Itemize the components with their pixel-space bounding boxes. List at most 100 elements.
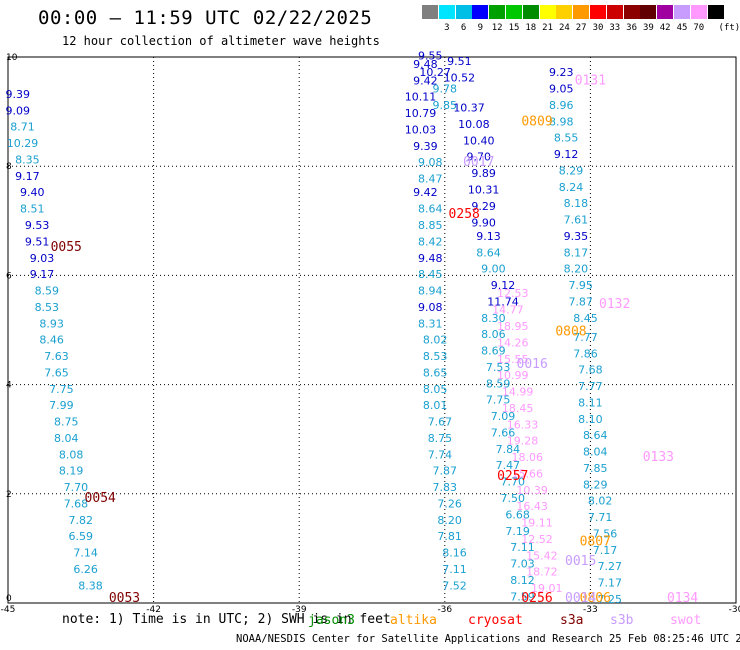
- wave-height-value: 9.08: [418, 156, 443, 169]
- pass-time-label: 0134: [667, 591, 698, 606]
- wave-height-value: 8.29: [583, 478, 608, 491]
- legend-swatch: [606, 5, 623, 19]
- pass-time-label: 0256: [521, 591, 552, 606]
- pass-time-label: 0054: [85, 491, 116, 506]
- wave-height-value: 7.09: [491, 410, 516, 423]
- wave-height-value: 7.65: [44, 366, 69, 379]
- wave-height-value: 7.74: [428, 448, 453, 461]
- wave-height-value: 8.06: [481, 328, 506, 341]
- wave-height-value: 7.53: [486, 361, 511, 374]
- pass-time-label: 0131: [575, 73, 606, 88]
- pass-time-label: 0257: [497, 469, 528, 484]
- satellite-jason3: jason3: [308, 613, 355, 628]
- wave-height-value: 8.17: [564, 246, 589, 259]
- wave-height-value: 8.45: [418, 268, 443, 281]
- wave-height-value: 8.11: [578, 396, 603, 409]
- wave-height-value: 7.77: [578, 380, 603, 393]
- pass-time-label: 0017: [463, 155, 494, 170]
- legend-value: 30: [592, 23, 604, 33]
- legend-swatch: [506, 5, 522, 19]
- wave-height-value: 7.47: [496, 459, 521, 472]
- pass-time-label: 0015: [565, 554, 596, 569]
- wave-height-value: 8.04: [583, 446, 608, 459]
- wave-height-value: 6.68: [505, 508, 530, 521]
- wave-height-value: 7.11: [442, 563, 467, 576]
- pass-time-label: 0133: [643, 450, 674, 465]
- swot-wave-value: 16.33: [507, 418, 539, 431]
- wave-height-value: 7.56: [593, 527, 618, 540]
- wave-height-value: 7.59: [510, 590, 535, 603]
- legend-value: 45: [676, 23, 688, 33]
- wave-height-value: 7.84: [496, 443, 521, 456]
- wave-height-value: 8.31: [418, 317, 443, 330]
- wave-height-value: 7.87: [433, 465, 458, 478]
- wave-height-value: 9.03: [30, 252, 55, 265]
- wave-height-value: 9.55: [418, 50, 443, 63]
- wave-height-value: 9.13: [476, 230, 501, 243]
- wave-height-value: 10.03: [405, 123, 437, 136]
- legend-value: 70: [693, 23, 705, 33]
- lat-tick-label: 10: [6, 53, 18, 63]
- wave-height-value: 8.47: [418, 173, 443, 186]
- wave-height-value: 7.68: [64, 497, 89, 510]
- swot-wave-value: 19.11: [521, 517, 553, 530]
- legend-value: 39: [642, 23, 654, 33]
- legend-swatch: [640, 5, 657, 19]
- wave-height-value: 7.63: [44, 350, 69, 363]
- wave-height-value: 8.71: [10, 121, 35, 134]
- swot-wave-value: 15.42: [526, 549, 558, 562]
- swot-wave-value: 14.99: [502, 386, 534, 399]
- satellite-s3a: s3a: [560, 613, 584, 628]
- wave-height-value: 9.39: [5, 88, 30, 101]
- wave-height-value: 8.64: [418, 203, 443, 216]
- wave-height-value: 8.20: [564, 263, 589, 276]
- wave-height-value: 9.42: [413, 186, 438, 199]
- lat-tick-label: 4: [6, 381, 12, 391]
- wave-height-value: 7.19: [505, 525, 530, 538]
- lat-tick-label: 6: [6, 271, 12, 281]
- wave-height-value: 8.75: [54, 416, 79, 429]
- wave-height-value: 8.02: [588, 495, 613, 508]
- wave-height-value: 7.86: [573, 347, 598, 360]
- swot-wave-value: 19.28: [507, 435, 539, 448]
- wave-height-value: 7.71: [588, 511, 613, 524]
- wave-height-value: 9.51: [447, 55, 472, 68]
- wave-height-value: 7.95: [568, 279, 593, 292]
- wave-height-value: 8.98: [549, 115, 574, 128]
- wave-height-value: 9.17: [30, 268, 55, 281]
- wave-height-value: 7.14: [73, 547, 98, 560]
- pass-time-label: 0014: [565, 591, 596, 606]
- wave-height-value: 9.12: [554, 148, 579, 161]
- wave-height-value: 9.29: [471, 200, 496, 213]
- wave-height-value: 9.78: [433, 82, 458, 95]
- legend-value: 15: [508, 23, 520, 33]
- wave-height-value: 8.12: [510, 574, 535, 587]
- wave-height-value: 9.35: [564, 230, 589, 243]
- wave-height-value: 9.17: [15, 170, 40, 183]
- page-subtitle: 12 hour collection of altimeter wave hei…: [62, 34, 380, 48]
- wave-height-value: 7.99: [49, 399, 74, 412]
- wave-height-value: 8.59: [486, 377, 511, 390]
- wave-height-value: 8.55: [554, 132, 579, 145]
- wave-height-value: 8.53: [423, 350, 448, 363]
- wave-height-value: 9.40: [20, 186, 45, 199]
- wave-height-value: 7.68: [578, 364, 603, 377]
- wave-height-value: 7.66: [491, 426, 516, 439]
- pass-time-label: 0258: [449, 207, 480, 222]
- satellite-altika: altika: [390, 613, 437, 628]
- legend-value: 36: [626, 23, 638, 33]
- wave-height-value: 8.16: [442, 547, 467, 560]
- wave-height-value: 8.24: [559, 181, 584, 194]
- wave-height-value: 7.25: [598, 593, 623, 606]
- swot-wave-value: 14.77: [492, 304, 524, 317]
- wave-height-value: 8.01: [423, 399, 448, 412]
- wave-height-value: 8.85: [418, 219, 443, 232]
- wave-height-value: 11.74: [487, 295, 519, 308]
- legend-value: 18: [525, 23, 537, 33]
- wave-height-value: 6.26: [73, 563, 98, 576]
- lat-tick-label: 0: [6, 594, 12, 604]
- lon-tick-label: -39: [292, 605, 307, 615]
- swot-wave-value: 12.53: [497, 287, 529, 300]
- pass-time-label: 0809: [521, 114, 552, 129]
